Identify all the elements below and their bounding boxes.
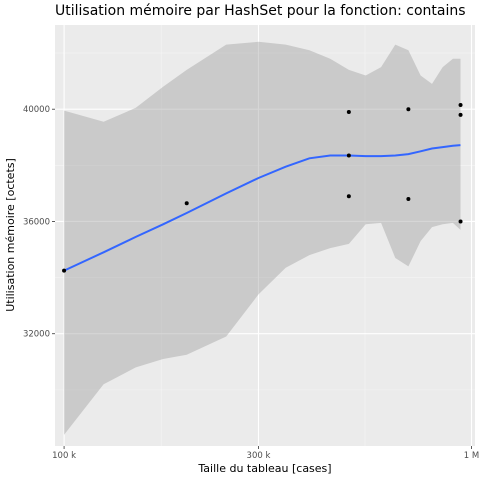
data-point <box>347 194 351 198</box>
y-tick-label: 40000 <box>23 105 50 115</box>
data-point <box>406 197 410 201</box>
chart-title: Utilisation mémoire par HashSet pour la … <box>55 3 466 19</box>
data-point <box>459 113 463 117</box>
data-point <box>347 154 351 158</box>
data-point <box>185 201 189 205</box>
data-point <box>347 110 351 114</box>
data-point <box>62 269 66 273</box>
x-tick-label: 300 k <box>247 451 271 461</box>
data-point <box>459 219 463 223</box>
y-tick-label: 36000 <box>23 217 50 227</box>
data-point <box>459 103 463 107</box>
x-axis-title: Taille du tableau [cases] <box>197 462 331 475</box>
x-tick-label: 1 M <box>464 451 479 461</box>
data-point <box>406 107 410 111</box>
y-axis-title: Utilisation mémoire [octets] <box>4 158 17 312</box>
x-tick-label: 100 k <box>52 451 76 461</box>
y-tick-label: 32000 <box>23 330 50 340</box>
